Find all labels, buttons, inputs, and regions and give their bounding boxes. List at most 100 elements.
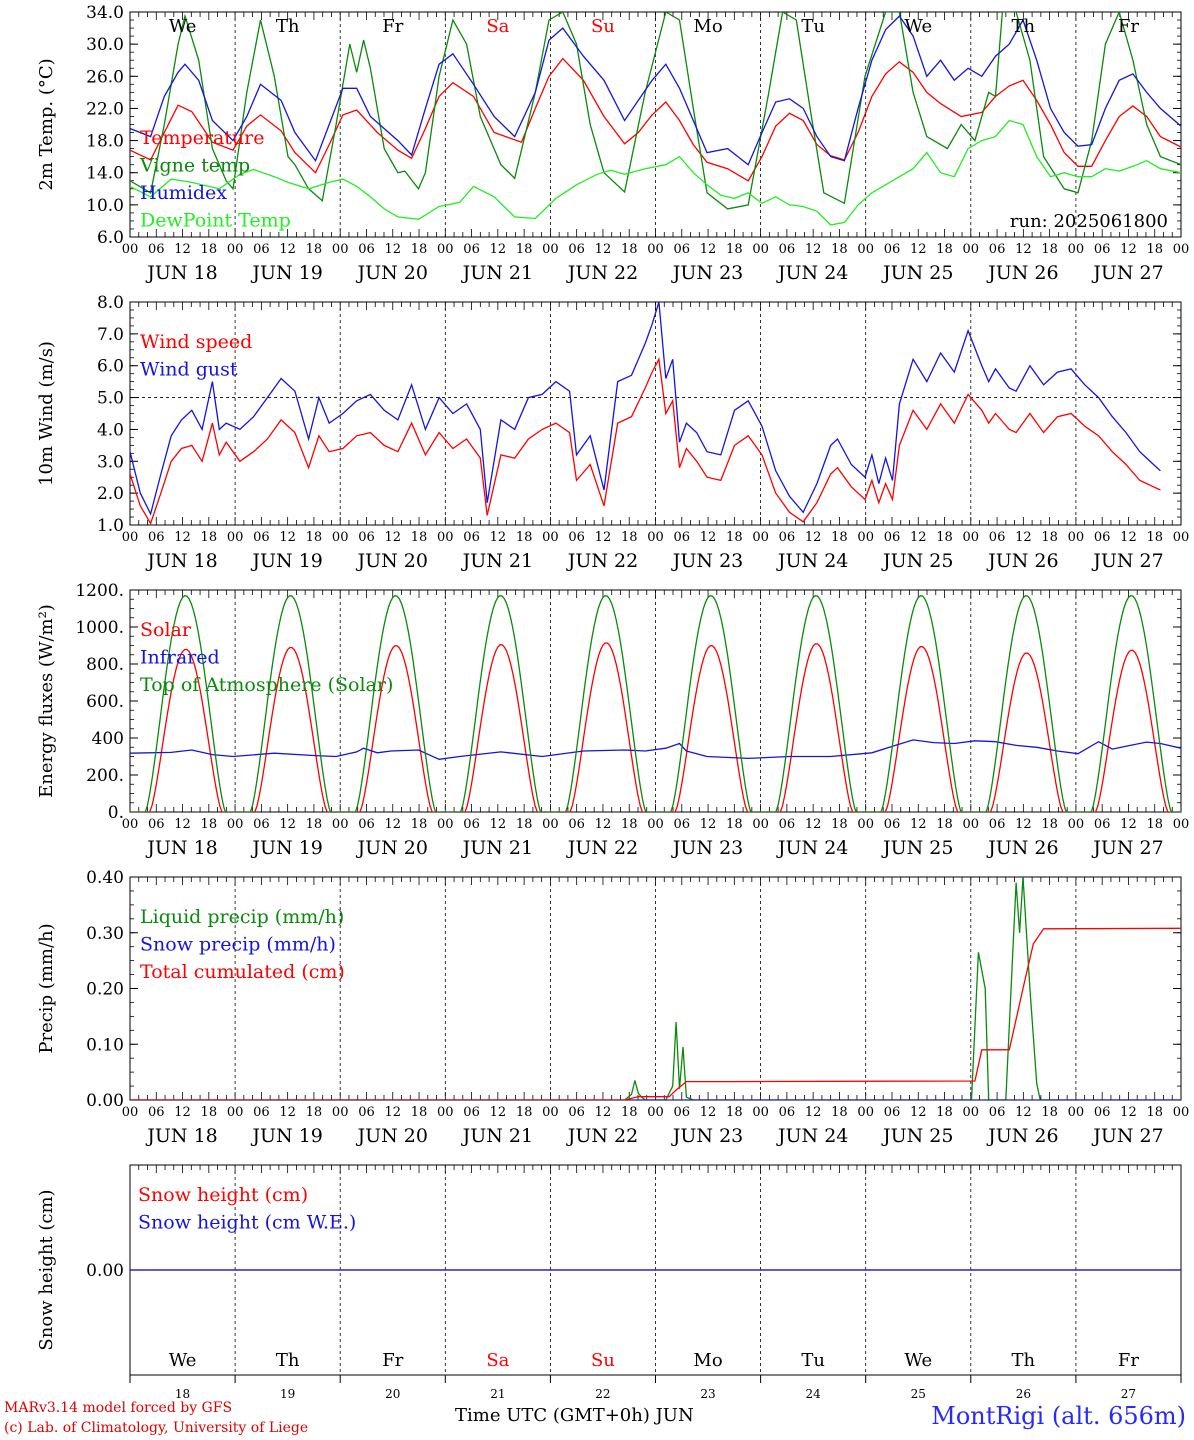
panel-4-date-label: JUN 26 bbox=[986, 1125, 1058, 1147]
panel-4-hour-label: 12 bbox=[1120, 1105, 1137, 1120]
panel-1-date-label: JUN 27 bbox=[1091, 262, 1163, 284]
panel-5-ylabel: Snow height (cm) bbox=[36, 1189, 57, 1350]
panel-1-hour-label: 12 bbox=[700, 242, 717, 257]
panel-1-hour-label: 18 bbox=[1041, 242, 1058, 257]
panel-3-legend-2: Top of Atmosphere (Solar) bbox=[140, 674, 393, 696]
panel-3-hour-label: 18 bbox=[1041, 817, 1058, 832]
panel-1-hour-label: 18 bbox=[831, 242, 848, 257]
panel-1-hour-label: 12 bbox=[490, 242, 507, 257]
panel-1-ytick-label: 30.0 bbox=[86, 35, 124, 55]
panel-2-hour-label: 18 bbox=[411, 530, 428, 545]
panel-2-ytick-label: 5.0 bbox=[97, 389, 124, 409]
panel-1-legend-2: Humidex bbox=[140, 182, 227, 204]
panel-1-hour-label: 12 bbox=[1015, 242, 1032, 257]
panel-4-legend-1: Snow precip (mm/h) bbox=[140, 934, 336, 956]
panel-4-hour-label: 06 bbox=[568, 1105, 585, 1120]
panel-3-hour-label: 18 bbox=[936, 817, 953, 832]
panel-3-hour-label: 00 bbox=[963, 817, 980, 832]
panel-4-hour-label: 18 bbox=[831, 1105, 848, 1120]
panel-2-hour-label: 12 bbox=[910, 530, 927, 545]
panel-3-legend-0: Solar bbox=[140, 619, 192, 641]
panel-4-hour-label: 00 bbox=[1173, 1105, 1190, 1120]
panel-1-hour-label: 00 bbox=[752, 242, 769, 257]
panel-3-hour-label: 06 bbox=[1094, 817, 1111, 832]
panel-3-hour-label: 06 bbox=[463, 817, 480, 832]
panel-4-ytick-label: 0.00 bbox=[86, 1091, 124, 1111]
panel-1-date-label: JUN 26 bbox=[986, 262, 1058, 284]
day-number-6: 24 bbox=[806, 1387, 822, 1401]
panel-1-series-2 bbox=[130, 14, 1181, 166]
panel-2-ytick-label: 3.0 bbox=[97, 452, 124, 472]
panel-3-hour-label: 06 bbox=[148, 817, 165, 832]
weekday-top-9: Fr bbox=[1118, 16, 1139, 37]
model-credit: MARv3.14 model forced by GFS bbox=[4, 1400, 233, 1416]
panel-4-hour-label: 12 bbox=[1015, 1105, 1032, 1120]
panel-2-hour-label: 12 bbox=[490, 530, 507, 545]
panel-2-ytick-label: 6.0 bbox=[97, 357, 124, 377]
panel-3-hour-label: 12 bbox=[805, 817, 822, 832]
panel-1-hour-label: 06 bbox=[884, 242, 901, 257]
weekday-top-7: We bbox=[904, 16, 932, 37]
panel-2-hour-label: 18 bbox=[1041, 530, 1058, 545]
panel-2-hour-label: 18 bbox=[306, 530, 323, 545]
panel-4-hour-label: 18 bbox=[1041, 1105, 1058, 1120]
panel-1-hour-label: 06 bbox=[253, 242, 270, 257]
day-number-4: 22 bbox=[595, 1387, 610, 1401]
panel-4-hour-label: 00 bbox=[647, 1105, 664, 1120]
panel-4-date-label: JUN 24 bbox=[776, 1125, 848, 1147]
day-number-7: 25 bbox=[911, 1387, 926, 1401]
panel-1-date-label: JUN 23 bbox=[671, 262, 743, 284]
panel-1-ytick-label: 18.0 bbox=[86, 132, 124, 152]
panel-4-ylabel: Precip (mm/h) bbox=[36, 923, 57, 1053]
panel-3-hour-label: 06 bbox=[358, 817, 375, 832]
panel-3-hour-label: 12 bbox=[1015, 817, 1032, 832]
day-number-0: 18 bbox=[175, 1387, 190, 1401]
panel-2-hour-label: 06 bbox=[884, 530, 901, 545]
panel-1-hour-label: 18 bbox=[1146, 242, 1163, 257]
panel-2-ylabel: 10m Wind (m/s) bbox=[36, 341, 57, 486]
panel-2-hour-label: 12 bbox=[384, 530, 401, 545]
panel-3-hour-label: 06 bbox=[779, 817, 796, 832]
panel-4-hour-label: 12 bbox=[174, 1105, 191, 1120]
panel-2-hour-label: 12 bbox=[1120, 530, 1137, 545]
panel-4-hour-label: 06 bbox=[674, 1105, 691, 1120]
day-number-5: 23 bbox=[700, 1387, 715, 1401]
panel-2-ytick-label: 8.0 bbox=[97, 293, 124, 313]
panel-4-hour-label: 06 bbox=[463, 1105, 480, 1120]
panel-3-hour-label: 06 bbox=[989, 817, 1006, 832]
panel-3-hour-label: 06 bbox=[568, 817, 585, 832]
panel-2-hour-label: 18 bbox=[621, 530, 638, 545]
panel-1-hour-label: 06 bbox=[463, 242, 480, 257]
panel-3-ytick-label: 800. bbox=[86, 655, 124, 675]
weekday-bottom-2: Fr bbox=[382, 1350, 403, 1371]
panel-2-hour-label: 06 bbox=[463, 530, 480, 545]
panel-4-date-label: JUN 21 bbox=[461, 1125, 533, 1147]
panel-1-date-label: JUN 24 bbox=[776, 262, 848, 284]
day-number-3: 21 bbox=[490, 1387, 505, 1401]
panel-2-date-label: JUN 24 bbox=[776, 550, 848, 572]
panel-1-hour-label: 00 bbox=[542, 242, 559, 257]
panel-3-hour-label: 12 bbox=[174, 817, 191, 832]
panel-3-legend-1: Infrared bbox=[140, 647, 220, 669]
panel-1-hour-label: 18 bbox=[201, 242, 218, 257]
panel-3-hour-label: 18 bbox=[516, 817, 533, 832]
weekday-top-2: Fr bbox=[382, 16, 403, 37]
panel-4-hour-label: 18 bbox=[306, 1105, 323, 1120]
panel-1-hour-label: 00 bbox=[1068, 242, 1085, 257]
panel-3-hour-label: 12 bbox=[910, 817, 927, 832]
panel-1-hour-label: 06 bbox=[779, 242, 796, 257]
panel-2-date-label: JUN 27 bbox=[1091, 550, 1163, 572]
panel-2-hour-label: 18 bbox=[1146, 530, 1163, 545]
panel-4-hour-label: 00 bbox=[857, 1105, 874, 1120]
panel-4-series-0 bbox=[130, 877, 1181, 1100]
weekday-top-6: Tu bbox=[801, 16, 825, 37]
panel-3-series-0 bbox=[130, 642, 1181, 812]
panel-4-hour-label: 06 bbox=[989, 1105, 1006, 1120]
panel-4-hour-label: 00 bbox=[542, 1105, 559, 1120]
panel-4-hour-label: 12 bbox=[279, 1105, 296, 1120]
panel-2-hour-label: 06 bbox=[253, 530, 270, 545]
panel-4-hour-label: 00 bbox=[437, 1105, 454, 1120]
panel-2-hour-label: 00 bbox=[332, 530, 349, 545]
panel-2-ytick-label: 2.0 bbox=[97, 484, 124, 504]
